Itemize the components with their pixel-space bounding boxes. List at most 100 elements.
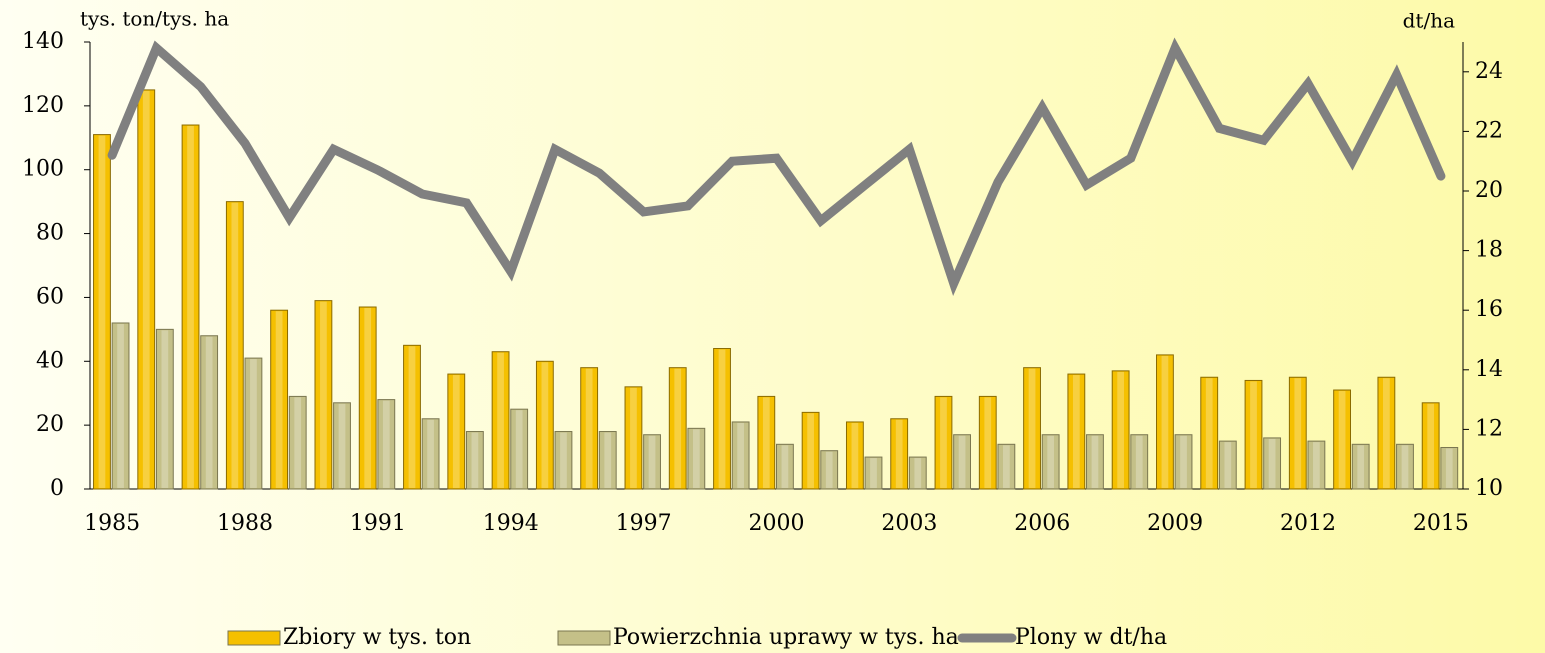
bar-highlight [1161, 355, 1169, 488]
bar [288, 395, 307, 490]
bar-highlight [674, 368, 682, 488]
x-tick-label: 1991 [350, 511, 406, 536]
legend-swatch [557, 630, 611, 646]
bar-highlight [825, 451, 833, 488]
line [107, 37, 1446, 296]
x-tick-label: 2012 [1280, 511, 1336, 536]
bar-highlight [427, 419, 434, 488]
bar [491, 351, 510, 490]
bar-highlight [497, 352, 504, 488]
bar [510, 408, 529, 490]
bar [890, 418, 909, 490]
bar [668, 367, 687, 490]
bar [1377, 376, 1396, 490]
bar-highlight [1357, 445, 1365, 488]
bar-highlight [895, 419, 903, 488]
y-tick-label: 100 [22, 157, 64, 182]
y-tick-label: 60 [36, 284, 64, 309]
bar [731, 421, 750, 490]
bar-highlight [1003, 445, 1010, 488]
x-tick-label: 2015 [1413, 511, 1469, 536]
bar [1263, 437, 1282, 490]
bar-highlight [117, 323, 124, 488]
legend-label: Powierzchnia uprawy w tys. ha [613, 625, 959, 650]
legend-swatch [227, 630, 281, 646]
bar [776, 443, 794, 490]
bar [155, 328, 174, 490]
bar [1440, 446, 1459, 490]
bar-highlight [382, 400, 390, 488]
y2-tick-label: 24 [1475, 59, 1503, 84]
bar-highlight [781, 445, 789, 488]
bar-highlight [408, 346, 416, 488]
bar [358, 306, 377, 490]
legend-label: Zbiory w tys. ton [283, 625, 471, 650]
bar [421, 418, 440, 490]
bar [1111, 370, 1130, 490]
bar-highlight [1091, 435, 1099, 488]
x-tick-label: 2000 [749, 511, 805, 536]
bar-highlight [1117, 371, 1125, 488]
bar-highlight [807, 413, 814, 488]
bar-highlight [1028, 368, 1036, 488]
y2-tick-label: 18 [1475, 238, 1503, 263]
y2-tick-label: 10 [1475, 476, 1503, 501]
bar-highlight [1224, 442, 1232, 488]
bar-highlight [187, 126, 194, 488]
bar-highlight [1401, 445, 1409, 488]
bar [713, 348, 731, 490]
bar-highlight [1205, 378, 1213, 488]
bar [864, 456, 883, 490]
bar-highlight [762, 397, 770, 488]
bar [1218, 440, 1237, 490]
bar-highlight [1180, 435, 1187, 488]
bar [270, 309, 289, 490]
bar [908, 456, 927, 490]
bar [403, 344, 421, 490]
bar-highlight [1313, 442, 1320, 488]
y-axis-title: tys. ton/tys. ha [80, 7, 229, 31]
bar-highlight [870, 458, 877, 488]
bar [845, 421, 864, 490]
bar-highlight [452, 375, 460, 488]
bar-highlight [692, 429, 700, 488]
bar [1086, 434, 1104, 490]
bar [1156, 354, 1174, 490]
bar [1200, 376, 1219, 490]
bar-highlight [630, 387, 637, 488]
bar-highlight [1250, 381, 1257, 488]
bar-highlight [940, 397, 947, 488]
bar-highlight [1383, 378, 1390, 488]
bar [643, 434, 661, 490]
bar-highlight [471, 432, 479, 488]
x-tick-label: 1985 [84, 511, 140, 536]
y-tick-label: 20 [36, 412, 64, 437]
bar [1067, 373, 1086, 490]
bar [1307, 440, 1326, 490]
bar [1351, 443, 1370, 490]
bar [997, 443, 1016, 490]
bar [111, 322, 130, 490]
bar [333, 402, 351, 490]
x-tick-label: 2003 [881, 511, 937, 536]
bar-highlight [718, 349, 726, 488]
bar-highlight [515, 410, 523, 488]
bar [1023, 367, 1041, 490]
bar [225, 201, 244, 490]
bar [554, 431, 573, 490]
bar [978, 395, 997, 490]
bar [447, 373, 466, 490]
bar [820, 450, 839, 490]
legend-label: Plony w dt/ha [1015, 625, 1167, 650]
y-tick-label: 80 [36, 221, 64, 246]
x-tick-label: 2009 [1147, 511, 1203, 536]
bar [1130, 434, 1149, 490]
bar-highlight [585, 368, 593, 488]
y-tick-label: 140 [22, 29, 64, 54]
bar [598, 431, 617, 490]
bar [200, 335, 219, 490]
bar [624, 386, 643, 490]
bar-highlight [250, 359, 257, 488]
